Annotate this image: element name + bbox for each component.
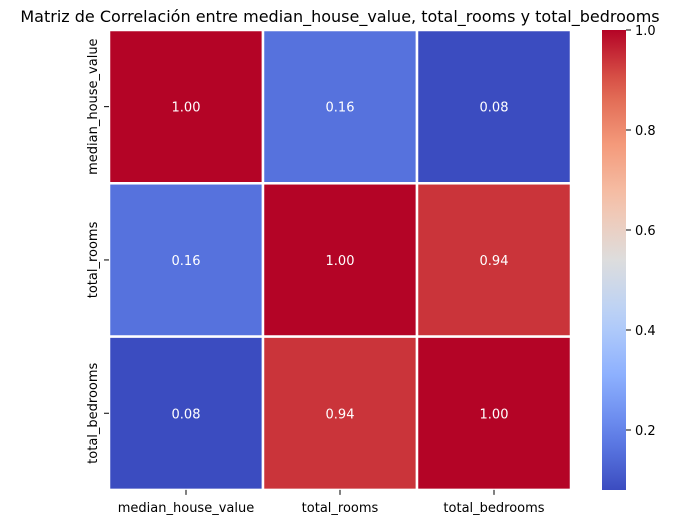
heatmap-cell [415,28,573,185]
heatmap-cell [261,28,419,185]
colorbar: 0.2 0.4 0.6 0.8 1.0 [602,24,656,490]
heatmap-cells [107,28,573,492]
colorbar-tick-label: 0.6 [635,224,656,239]
cell-annotation: 1.00 [480,407,509,422]
colorbar-tick-label: 0.2 [635,424,656,439]
heatmap-cell [261,335,419,492]
y-tick-label: median_house_value [86,38,101,174]
chart-title: Matriz de Correlación entre median_house… [20,7,659,27]
y-axis: median_house_value total_rooms total_bedro… [86,38,109,464]
colorbar-ticks: 0.2 0.4 0.6 0.8 1.0 [626,24,656,439]
heatmap-cell [107,28,265,185]
heatmap-annotations: 1.00 0.16 0.08 0.16 1.00 0.94 0.08 0.94 1.00 [172,101,509,423]
y-tick-label: total_rooms [86,221,101,298]
heatmap-cell [415,182,573,338]
cell-annotation: 0.94 [326,407,355,422]
cell-annotation: 0.08 [172,407,201,422]
colorbar-tick-label: 0.8 [635,124,656,139]
x-tick-label: total_rooms [302,501,379,516]
cell-annotation: 0.08 [480,101,509,116]
colorbar-tick-label: 1.0 [635,24,656,39]
cell-annotation: 0.16 [172,254,201,269]
colorbar-tick-label: 0.4 [635,324,656,339]
x-tick-label: median_house_value [118,501,254,516]
cell-annotation: 1.00 [172,101,201,116]
x-tick-label: total_bedrooms [443,501,544,516]
cell-annotation: 0.16 [326,101,355,116]
cell-annotation: 0.94 [480,254,509,269]
cell-annotation: 1.00 [326,254,355,269]
colorbar-gradient [602,30,626,490]
y-tick-label: total_bedrooms [86,362,101,463]
x-axis: median_house_value total_rooms total_bedro… [118,489,545,516]
